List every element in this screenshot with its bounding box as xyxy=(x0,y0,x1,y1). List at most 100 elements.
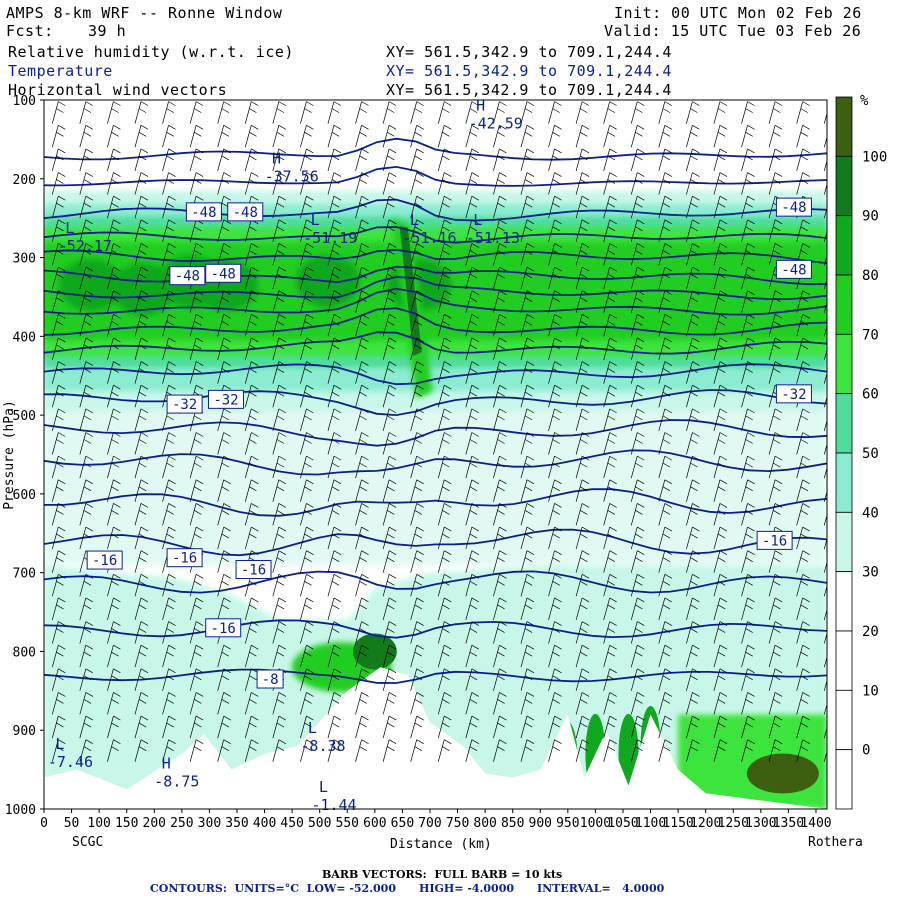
wind-barb xyxy=(79,290,87,313)
wind-barb-flag xyxy=(717,604,726,610)
wind-barb-flag xyxy=(113,408,121,414)
wind-barb xyxy=(382,574,390,597)
wind-barb-flag xyxy=(58,124,66,130)
wind-barb-flag xyxy=(83,746,92,752)
wind-barb-flag xyxy=(113,715,121,721)
wind-barb xyxy=(630,385,638,408)
wind-barb-flag xyxy=(497,131,505,137)
wind-barb-flag xyxy=(223,148,231,154)
wind-barb-flag xyxy=(361,266,369,272)
wind-barb xyxy=(686,361,693,384)
wind-barb-flag xyxy=(58,550,66,555)
wind-barb-flag xyxy=(607,226,616,232)
wind-barb-flag xyxy=(471,479,480,485)
x-tick-label: 550 xyxy=(336,816,359,831)
wind-barb-flag xyxy=(332,250,340,255)
wind-barb xyxy=(520,456,528,479)
wind-barb-flag xyxy=(469,746,478,752)
wind-barb-flag xyxy=(140,715,149,721)
wind-barb xyxy=(134,101,142,124)
wind-barb-flag xyxy=(387,226,395,232)
wind-barb-flag xyxy=(774,644,783,650)
wind-barb-flag xyxy=(469,462,478,468)
contour-label: -48 xyxy=(191,205,216,221)
wind-barb xyxy=(768,479,776,502)
wind-barb xyxy=(796,101,804,124)
wind-barb-flag xyxy=(278,290,287,296)
wind-barb-flag xyxy=(276,557,285,562)
wind-barb-flag xyxy=(497,391,505,397)
wind-barb-flag xyxy=(524,580,533,586)
wind-barb-flag xyxy=(333,432,342,437)
wind-barb-flag xyxy=(719,148,728,154)
wind-barb-flag xyxy=(306,337,314,343)
wind-barb xyxy=(51,716,59,739)
wind-barb xyxy=(189,668,197,691)
wind-barb xyxy=(768,172,776,195)
x-tick-label: 1300 xyxy=(745,816,776,831)
wind-barb-flag xyxy=(444,243,452,248)
wind-barb-flag xyxy=(469,486,478,492)
wind-barb-flag xyxy=(745,250,753,255)
wind-barb xyxy=(465,101,473,124)
wind-barb xyxy=(520,172,528,195)
wind-barb-flag xyxy=(635,250,643,255)
wind-barb-flag xyxy=(497,651,505,657)
wind-barb xyxy=(713,290,721,313)
wind-barb xyxy=(548,290,555,313)
wind-barb xyxy=(713,385,721,408)
wind-barb-flag xyxy=(719,101,728,106)
wind-barb xyxy=(658,266,666,290)
wind-barb-flag xyxy=(304,628,312,633)
wind-barb xyxy=(713,314,721,337)
y-tick-label: 700 xyxy=(13,567,36,582)
wind-barb-flag xyxy=(387,391,395,397)
wind-barb-flag xyxy=(690,131,698,137)
x-tick-label: 400 xyxy=(253,816,276,831)
wind-barb-flag xyxy=(690,179,698,184)
wind-barb xyxy=(658,597,666,621)
wind-barb xyxy=(493,385,500,408)
wind-barb-flag xyxy=(251,692,259,697)
wind-barb xyxy=(686,716,693,739)
wind-barb xyxy=(437,597,445,621)
wind-barb xyxy=(493,526,500,550)
wind-barb-flag xyxy=(361,550,369,555)
wind-barb-flag xyxy=(444,621,452,626)
wind-barb-flag xyxy=(690,533,698,539)
wind-barb-flag xyxy=(607,250,616,255)
wind-barb xyxy=(493,314,500,337)
wind-barb-flag xyxy=(802,573,810,579)
wind-barb-flag xyxy=(306,384,314,390)
wind-barb-flag xyxy=(774,573,783,579)
wind-barb-flag xyxy=(223,219,231,225)
wind-barb-flag xyxy=(414,321,423,326)
wind-barb-flag xyxy=(388,314,397,319)
wind-barb-flag xyxy=(719,573,728,579)
wind-barb-flag xyxy=(140,266,149,272)
wind-barb-flag xyxy=(195,290,204,296)
wind-barb-flag xyxy=(471,550,480,555)
wind-barb-flag xyxy=(552,557,560,562)
wind-barb xyxy=(575,432,583,455)
wind-barb-flag xyxy=(662,250,671,255)
wind-barb xyxy=(134,408,142,431)
wind-barb xyxy=(768,337,776,361)
wind-barb-flag xyxy=(113,337,121,343)
wind-barb-flag xyxy=(524,273,533,279)
wind-barb-flag xyxy=(471,337,480,343)
wind-barb-flag xyxy=(388,124,397,130)
wind-barb-flag xyxy=(524,202,533,208)
wind-barb-flag xyxy=(717,226,726,232)
wind-barb xyxy=(107,574,114,597)
wind-barb xyxy=(51,692,59,715)
wind-barb xyxy=(272,479,280,502)
wind-barb-flag xyxy=(111,273,119,279)
wind-barb xyxy=(107,266,114,290)
wind-barb-flag xyxy=(223,384,231,390)
wind-barb-flag xyxy=(168,526,176,532)
wind-barb-flag xyxy=(166,155,174,161)
wind-barb-flag xyxy=(251,361,259,366)
wind-barb-flag xyxy=(554,479,562,485)
wind-barb xyxy=(410,550,418,573)
